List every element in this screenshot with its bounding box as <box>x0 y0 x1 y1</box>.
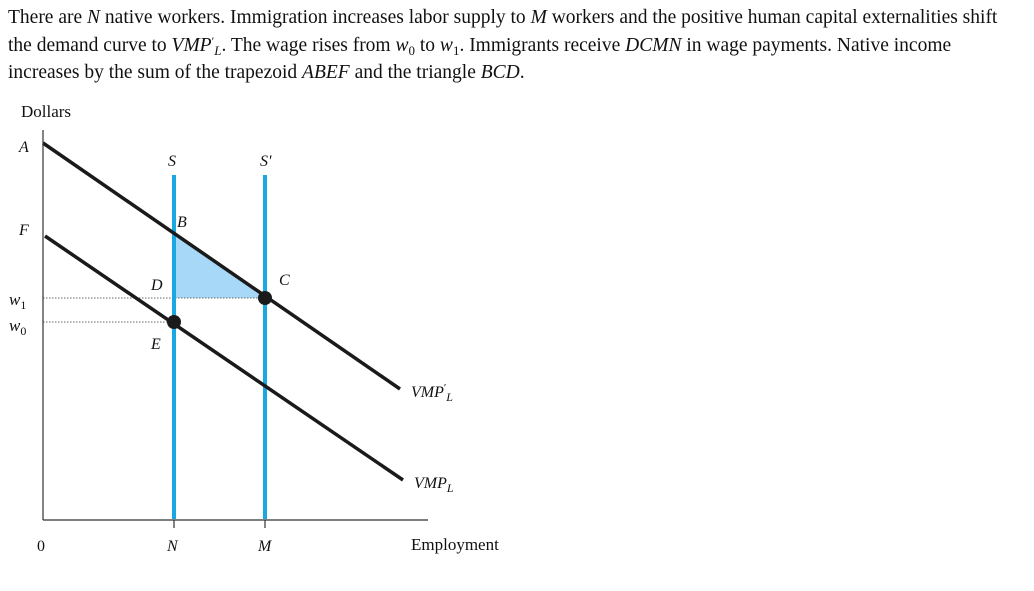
wage-label-w1: w1 <box>9 290 26 312</box>
point-label-c: C <box>279 272 290 289</box>
intercept-label-a: A <box>18 139 29 156</box>
supply-label-s: S <box>168 153 176 170</box>
demand-label-new: VMP′L <box>411 382 453 404</box>
demand-label-old: VMPL <box>414 475 454 495</box>
point-label-b: B <box>177 214 187 231</box>
point-label-d: D <box>150 277 163 294</box>
intercept-label-f: F <box>18 222 29 239</box>
equilibrium-point-e <box>167 315 181 329</box>
x-tick-label-n: N <box>166 538 179 555</box>
supply-label-s-prime: S' <box>260 153 272 170</box>
point-label-e: E <box>150 336 161 353</box>
demand-curve-old <box>44 234 404 482</box>
x-tick-label-m: M <box>257 538 273 555</box>
caption: There are N native workers. Immigration … <box>8 7 998 83</box>
origin-label: 0 <box>37 538 45 555</box>
x-axis-label: Employment <box>411 535 499 554</box>
equilibrium-point-c <box>258 291 272 305</box>
y-axis-label: Dollars <box>21 102 71 121</box>
wage-label-w0: w0 <box>9 316 26 338</box>
demand-curve-new <box>42 141 401 391</box>
